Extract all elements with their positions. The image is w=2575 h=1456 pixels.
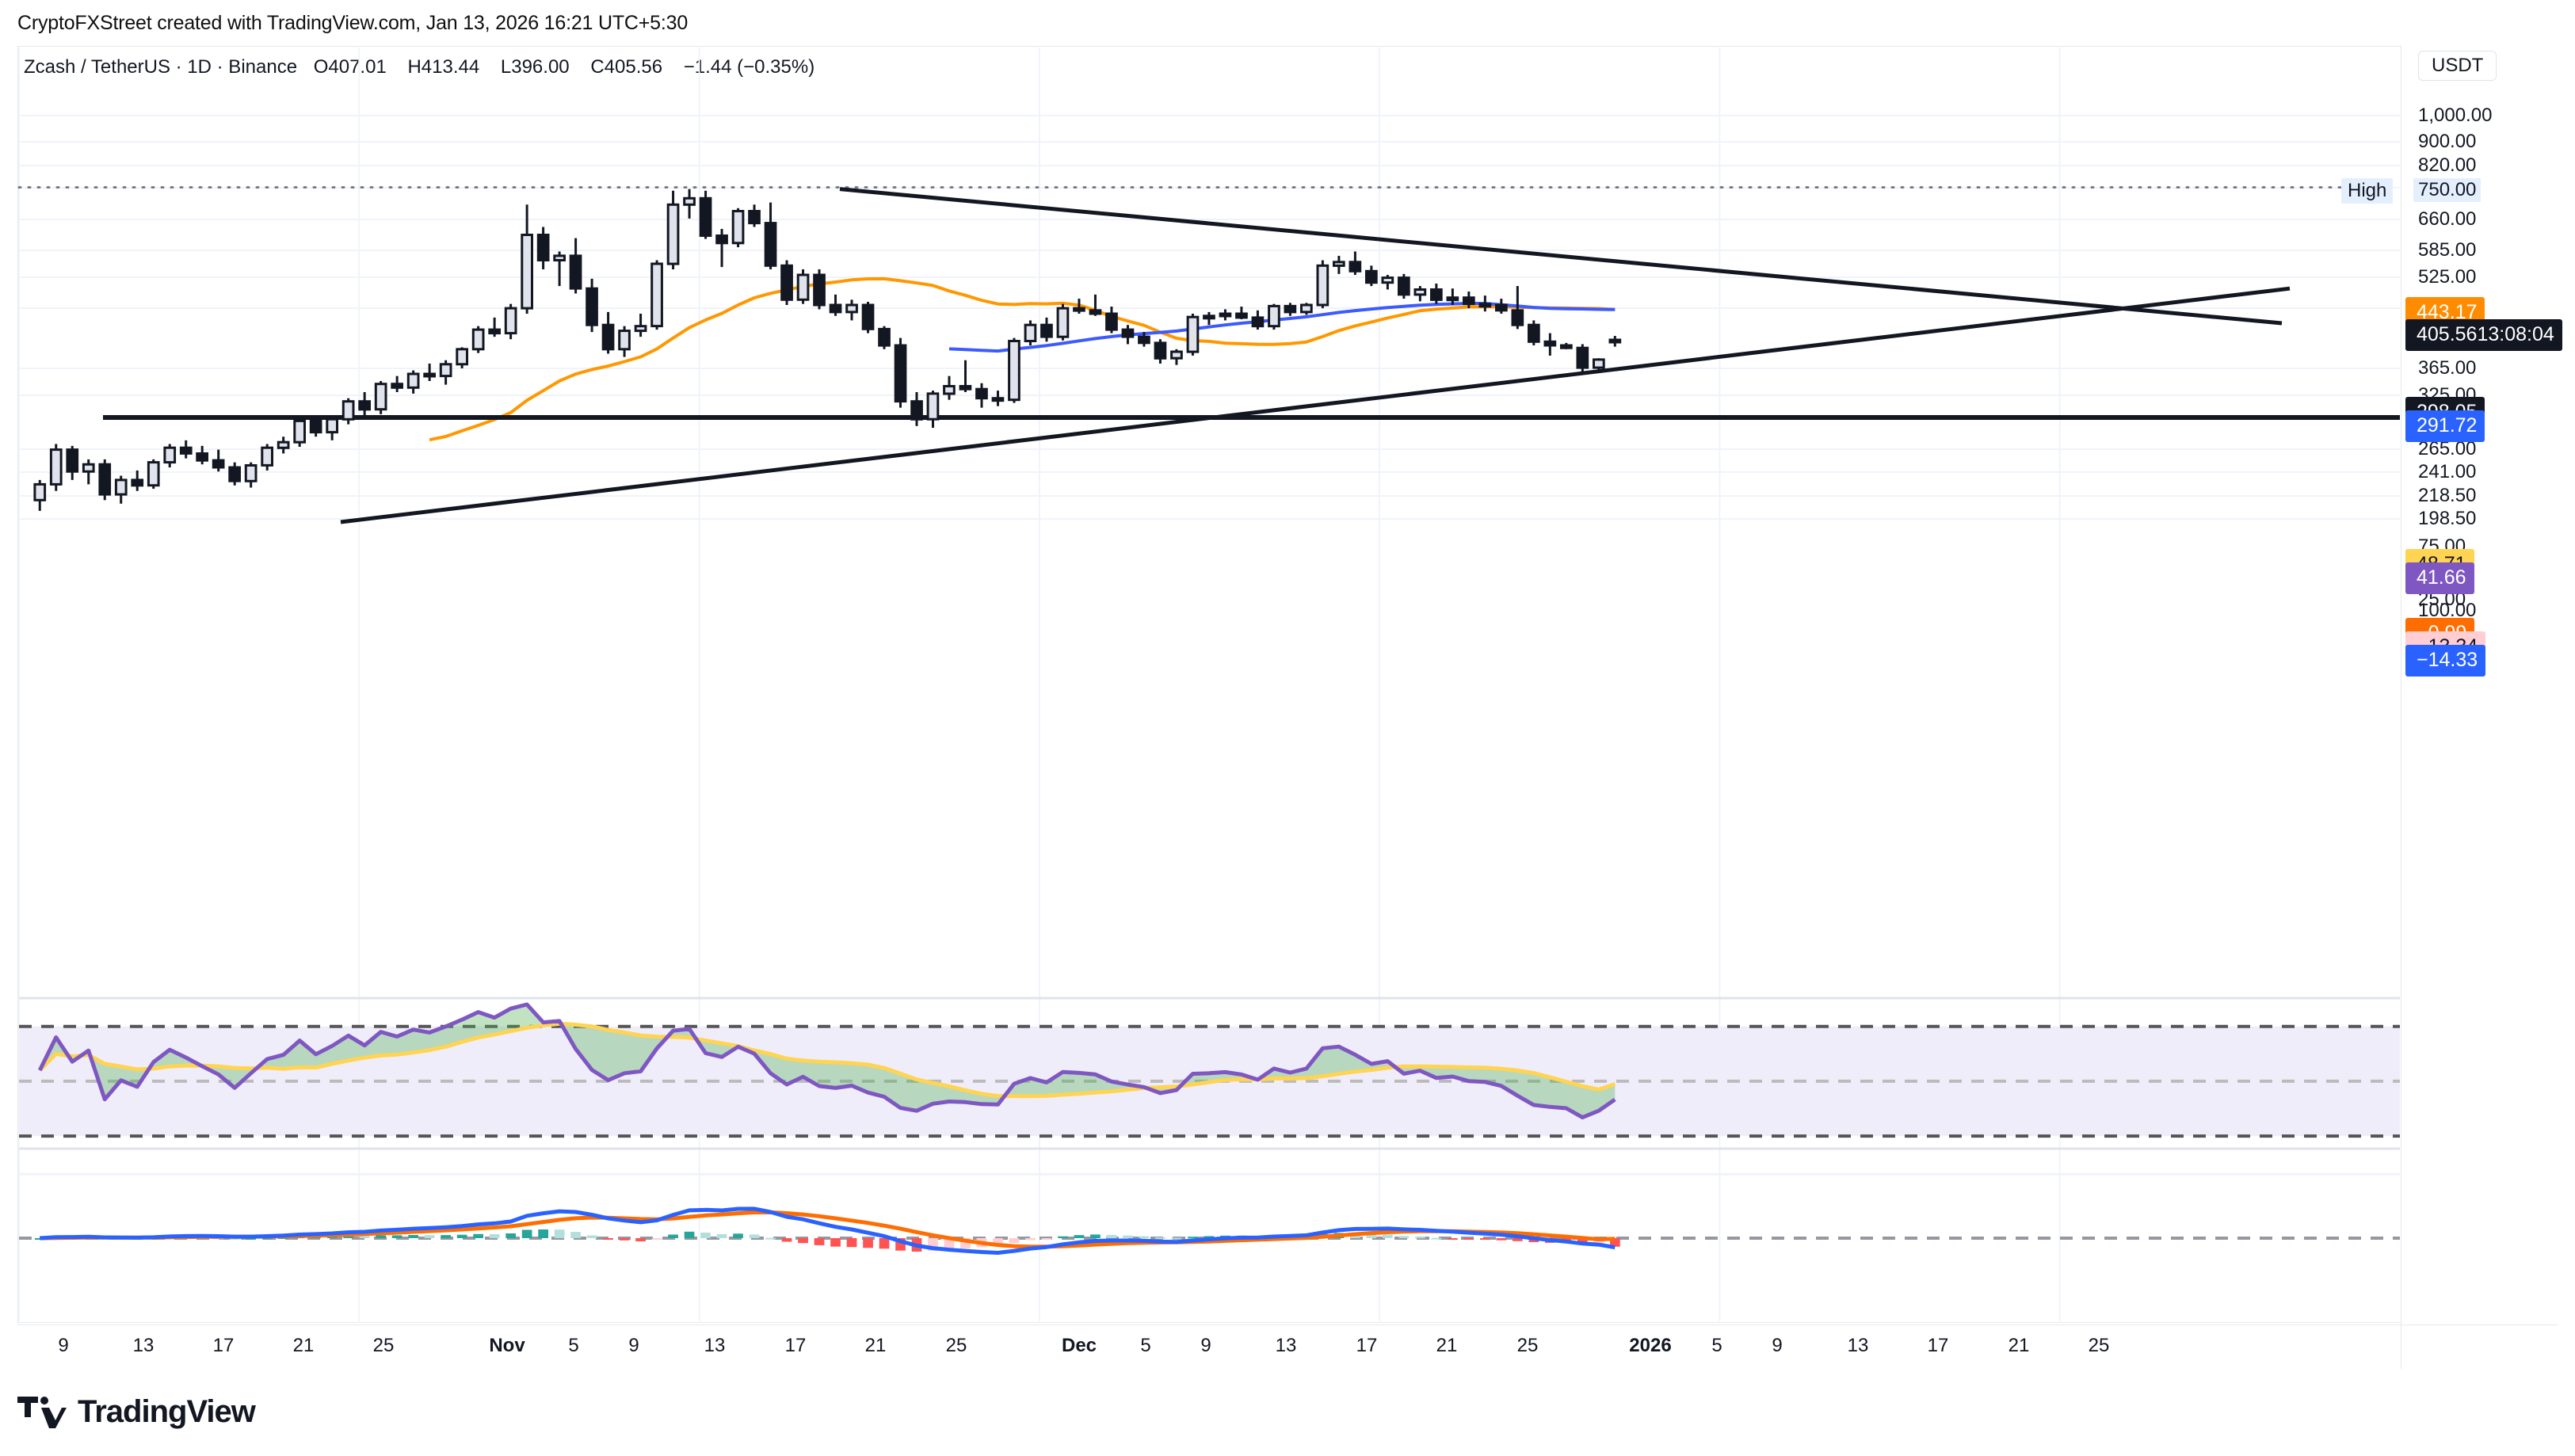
time-axis-tick: 13 (704, 1335, 726, 1356)
time-axis-tick: 13 (1275, 1335, 1297, 1356)
tradingview-wordmark: TradingView (78, 1394, 256, 1429)
price-axis-tick: 525.00 (2418, 266, 2477, 288)
price-axis-tick: 241.00 (2418, 461, 2477, 482)
price-axis-tick: 585.00 (2418, 239, 2477, 261)
symbol-label[interactable]: Zcash / TetherUS · 1D · Binance (24, 56, 298, 78)
time-axis-tick: 21 (2008, 1335, 2030, 1356)
time-axis-tick: 9 (628, 1335, 639, 1356)
time-axis-tick: 21 (864, 1335, 887, 1356)
price-axis-tick: 365.00 (2418, 357, 2477, 379)
price-axis-tick: 820.00 (2418, 154, 2477, 176)
price-axis-tick: 1,000.00 (2418, 105, 2493, 126)
high-value: H413.44 (407, 56, 480, 78)
time-axis-tick: 13 (132, 1335, 154, 1356)
badge-value: 291.72 (2417, 414, 2478, 436)
time-axis-tick: 9 (1200, 1335, 1211, 1356)
attribution-text: CryptoFXStreet created with TradingView.… (17, 12, 689, 34)
badge-value: 41.66 (2417, 566, 2466, 589)
macd-axis-tick: 100.00 (2418, 600, 2477, 621)
macd-line-badge: −14.33 (2405, 645, 2486, 677)
time-axis-tick: 25 (1516, 1335, 1539, 1356)
time-axis-tick: 17 (784, 1335, 807, 1356)
time-axis-tick: 9 (1772, 1335, 1783, 1356)
price-axis-tick: 900.00 (2418, 131, 2477, 152)
badge-value: 405.56 (2417, 323, 2478, 345)
chart-frame (17, 46, 2558, 1323)
time-axis-tick: Dec (1061, 1335, 1097, 1356)
currency-badge[interactable]: USDT (2418, 51, 2497, 81)
time-axis-tick: 17 (1927, 1335, 1949, 1356)
time-axis-tick: 5 (1140, 1335, 1151, 1356)
time-axis-tick: 17 (212, 1335, 235, 1356)
time-axis-tick: 17 (1356, 1335, 1378, 1356)
badge-value: −14.33 (2417, 649, 2478, 671)
time-axis-tick: 25 (945, 1335, 967, 1356)
price-axis[interactable] (2401, 46, 2558, 1369)
last-price-badge: 405.5613:08:04 (2405, 319, 2562, 351)
change-value: −1.44 (−0.35%) (683, 56, 815, 78)
open-value: O407.01 (313, 56, 387, 78)
time-axis-tick: 9 (58, 1335, 69, 1356)
tradingview-mark-icon (17, 1396, 67, 1428)
ma-long-price-badge: 291.72 (2405, 410, 2485, 442)
time-axis-tick: 5 (1711, 1335, 1722, 1356)
price-axis-tick: 750.00 (2413, 178, 2482, 202)
chart-legend: Zcash / TetherUS · 1D · Binance O407.01 … (24, 55, 830, 79)
rsi-value-badge: 41.66 (2405, 562, 2474, 594)
time-axis-tick: 25 (2088, 1335, 2110, 1356)
time-axis-tick: 21 (292, 1335, 315, 1356)
time-axis-tick: 25 (372, 1335, 395, 1356)
time-axis[interactable] (17, 1325, 2558, 1369)
price-axis-tick: 660.00 (2418, 208, 2477, 230)
close-value: C405.56 (590, 56, 663, 78)
tradingview-logo[interactable]: TradingView (17, 1394, 256, 1430)
low-value: L396.00 (500, 56, 570, 78)
price-axis-tick: 198.50 (2418, 508, 2477, 529)
time-axis-tick: Nov (489, 1335, 525, 1356)
price-axis-tick: 218.50 (2418, 485, 2477, 506)
time-axis-tick: 21 (1436, 1335, 1458, 1356)
time-axis-tick: 2026 (1629, 1335, 1672, 1356)
time-axis-tick: 13 (1847, 1335, 1869, 1356)
ohlc-values: O407.01 H413.44 L396.00 C405.56 −1.44 (−… (314, 56, 830, 78)
time-axis-tick: 5 (568, 1335, 579, 1356)
price-axis-tick: 265.00 (2418, 438, 2477, 459)
high-marker-label: High (2341, 178, 2394, 204)
badge-countdown: 13:08:04 (2477, 323, 2554, 345)
badge-value: 443.17 (2417, 301, 2478, 323)
